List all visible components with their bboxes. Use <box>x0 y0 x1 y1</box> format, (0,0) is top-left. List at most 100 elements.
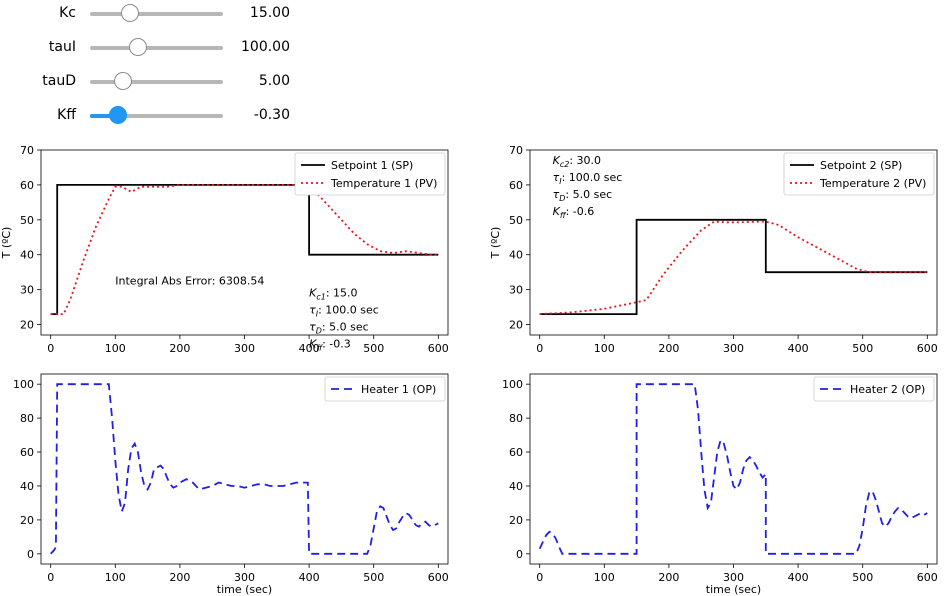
slider-fill <box>90 114 118 118</box>
y-tick-label: 20 <box>509 514 523 527</box>
y-tick-label: 20 <box>20 319 34 332</box>
x-tick-label: 500 <box>852 571 873 584</box>
x-tick-label: 100 <box>594 571 615 584</box>
y-tick-label: 70 <box>20 144 34 157</box>
y-tick-label: 60 <box>20 179 34 192</box>
x-tick-label: 0 <box>536 571 543 584</box>
y-tick-label: 50 <box>20 214 34 227</box>
tuning-annotation: τD: 5.0 sec <box>309 321 369 336</box>
x-tick-label: 200 <box>169 571 190 584</box>
tuning-annotation: Kff: -0.6 <box>553 205 595 220</box>
chart-1: 0 100 200 300 400 500 600 20 30 40 50 60 70 T (ºC) Set… <box>0 144 449 355</box>
chart-3: 0 100 200 300 400 500 600 0 20 40 60 80 100 time (sec… <box>13 373 449 596</box>
slider-taud[interactable]: tauD 5.00 <box>0 70 320 94</box>
x-tick-label: 0 <box>47 571 54 584</box>
x-tick-label: 400 <box>788 571 809 584</box>
x-tick-label: 100 <box>105 571 126 584</box>
y-tick-label: 20 <box>509 319 523 332</box>
slider-track[interactable] <box>90 38 223 56</box>
y-tick-label: 60 <box>509 446 523 459</box>
slider-track[interactable] <box>90 106 223 124</box>
integral-error-text: Integral Abs Error: 6308.54 <box>115 274 264 287</box>
x-tick-label: 500 <box>852 342 873 355</box>
series-line-1 <box>50 383 439 555</box>
slider-handle[interactable] <box>114 72 133 90</box>
slider-taui[interactable]: tauI 100.00 <box>0 36 320 60</box>
slider-label: tauI <box>48 39 76 55</box>
chart-4: 0 100 200 300 400 500 600 0 20 40 60 80 100 time (sec… <box>502 373 938 596</box>
y-tick-label: 0 <box>516 548 523 561</box>
slider-value: 100.00 <box>241 39 290 55</box>
x-tick-label: 0 <box>47 342 54 355</box>
legend-label: Setpoint 2 (SP) <box>820 159 902 172</box>
slider-value: 15.00 <box>249 5 290 21</box>
y-tick-label: 70 <box>509 144 523 157</box>
slider-label: tauD <box>42 73 76 89</box>
y-tick-label: 50 <box>509 214 523 227</box>
chart-2: 0 100 200 300 400 500 600 20 30 40 50 60 70 T (ºC) Set… <box>489 144 938 355</box>
x-tick-label: 300 <box>234 342 255 355</box>
tuning-annotation: Kc1: 15.0 <box>309 287 357 302</box>
legend-label: Setpoint 1 (SP) <box>331 159 413 172</box>
slider-handle[interactable] <box>108 106 127 124</box>
slider-label: Kc <box>59 5 76 21</box>
slider-track[interactable] <box>90 4 223 22</box>
y-tick-label: 30 <box>20 284 34 297</box>
x-tick-label: 400 <box>299 571 320 584</box>
tuning-annotation: Kc2: 30.0 <box>553 154 601 169</box>
y-axis-label: T (ºC) <box>489 227 502 260</box>
x-tick-label: 100 <box>594 342 615 355</box>
y-tick-label: 100 <box>502 378 523 391</box>
legend-label: Heater 1 (OP) <box>361 383 436 396</box>
slider-handle[interactable] <box>120 4 139 22</box>
slider-kff[interactable]: Kff -0.30 <box>0 104 320 128</box>
tuning-annotation: τI: 100.0 sec <box>309 304 379 319</box>
y-tick-label: 60 <box>509 179 523 192</box>
y-tick-label: 30 <box>509 284 523 297</box>
y-tick-label: 20 <box>20 514 34 527</box>
x-tick-label: 300 <box>723 571 744 584</box>
y-tick-label: 60 <box>20 446 34 459</box>
slider-value: -0.30 <box>253 107 290 123</box>
legend-box <box>324 376 446 402</box>
legend-box <box>813 376 935 402</box>
x-tick-label: 400 <box>299 342 320 355</box>
x-tick-label: 100 <box>105 342 126 355</box>
series-line-1 <box>538 383 928 555</box>
legend-label: Temperature 1 (PV) <box>330 177 437 190</box>
x-tick-label: 600 <box>428 342 449 355</box>
x-axis-label: time (sec) <box>706 583 761 596</box>
x-tick-label: 200 <box>658 571 679 584</box>
y-tick-label: 100 <box>13 378 34 391</box>
legend-label: Heater 2 (OP) <box>850 383 925 396</box>
x-tick-label: 300 <box>723 342 744 355</box>
y-tick-label: 80 <box>509 412 523 425</box>
x-tick-label: 200 <box>169 342 190 355</box>
x-tick-label: 600 <box>428 571 449 584</box>
y-tick-label: 40 <box>20 249 34 262</box>
axes-frame <box>529 373 938 565</box>
legend-label: Temperature 2 (PV) <box>819 177 926 190</box>
slider-kc[interactable]: Kc 15.00 <box>0 2 320 26</box>
axes-frame <box>40 373 449 565</box>
legend-box <box>783 152 935 196</box>
slider-track[interactable] <box>90 72 223 90</box>
y-tick-label: 40 <box>20 480 34 493</box>
y-tick-label: 40 <box>509 480 523 493</box>
series-line-2 <box>539 220 928 315</box>
tuning-annotation: τD: 5.0 sec <box>553 188 613 203</box>
y-tick-label: 80 <box>20 412 34 425</box>
legend-box <box>294 152 446 196</box>
series-line-1 <box>539 218 928 316</box>
slider-handle[interactable] <box>128 38 147 56</box>
slider-value: 5.00 <box>258 73 290 89</box>
x-tick-label: 400 <box>788 342 809 355</box>
x-tick-label: 300 <box>234 571 255 584</box>
x-tick-label: 600 <box>917 342 938 355</box>
x-axis-label: time (sec) <box>217 583 272 596</box>
x-tick-label: 200 <box>658 342 679 355</box>
series-line-1 <box>50 183 439 316</box>
x-tick-label: 500 <box>363 571 384 584</box>
tuning-annotation: Kff: -0.3 <box>309 338 351 353</box>
